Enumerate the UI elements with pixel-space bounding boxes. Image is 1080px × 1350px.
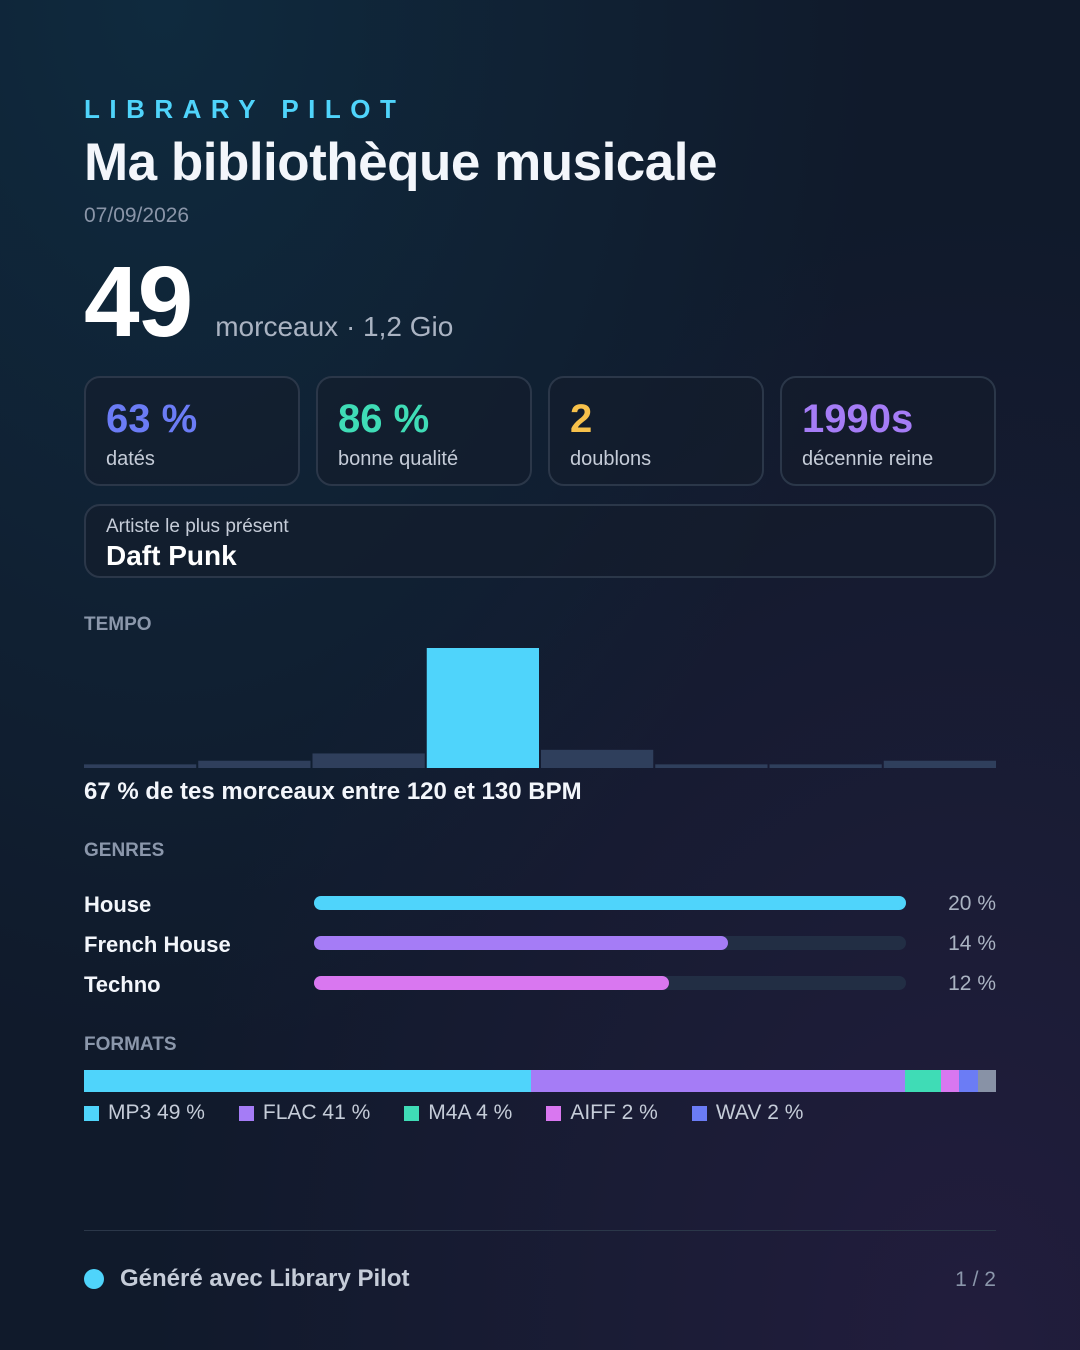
stats-row: 63 % datés 86 % bonne qualité 2 doublons… (84, 376, 996, 486)
brand-label: LIBRARY PILOT (84, 94, 406, 124)
genre-bar-track (314, 976, 906, 990)
stat-value: 86 % (338, 397, 430, 441)
legend-label: FLAC 41 % (262, 1101, 371, 1124)
footer-credit: Généré avec Library Pilot (120, 1265, 410, 1292)
tempo-bar-6 (769, 764, 882, 768)
genre-bar-fill (314, 896, 906, 910)
genre-bar-fill (314, 936, 729, 950)
top-artist-label: Artiste le plus présent (106, 516, 289, 537)
formats-stacked-bar (84, 1070, 996, 1092)
report-date: 07/09/2026 (84, 204, 190, 227)
genre-row-house: House 20 % (84, 892, 996, 922)
format-segment-4 (959, 1070, 978, 1092)
genres-section-label: GENRES (84, 840, 165, 861)
format-segment-0 (84, 1070, 531, 1092)
top-artist-card: Artiste le plus présent Daft Punk (84, 504, 996, 578)
tempo-section-label: TEMPO (84, 614, 152, 635)
formats-legend: MP3 49 % FLAC 41 % M4A 4 % AIFF 2 % WAV … (84, 1101, 837, 1125)
format-segment-2 (904, 1070, 942, 1092)
page-indicator: 1 / 2 (955, 1268, 996, 1291)
legend-swatch (546, 1105, 562, 1121)
tempo-bar-5 (655, 764, 768, 768)
genre-bar-track (314, 936, 906, 950)
stat-value: 63 % (106, 397, 198, 441)
tempo-histogram (84, 648, 996, 768)
tempo-bar-0 (84, 764, 197, 768)
stat-value: 1990s (802, 397, 914, 441)
stat-label: bonne qualité (338, 448, 459, 470)
page-title: Ma bibliothèque musicale (84, 133, 717, 192)
genre-percent: 14 % (948, 932, 996, 955)
legend-label: M4A 4 % (428, 1101, 513, 1124)
story-card: LIBRARY PILOT Ma bibliothèque musicale 0… (84, 0, 996, 1350)
tempo-caption: 67 % de tes morceaux entre 120 et 130 BP… (84, 778, 582, 805)
tempo-bar-2 (312, 753, 425, 768)
footer-divider (84, 1230, 996, 1231)
tempo-bar-3 (426, 648, 539, 768)
format-segment-1 (530, 1070, 905, 1092)
legend-item-wav: WAV 2 % (691, 1101, 804, 1125)
formats-section-label: FORMATS (84, 1034, 177, 1055)
legend-item-flac: FLAC 41 % (238, 1101, 371, 1125)
genre-bar-fill (314, 976, 670, 990)
genre-name: Techno (84, 972, 161, 997)
legend-swatch (84, 1105, 99, 1121)
format-segment-other (977, 1070, 996, 1092)
legend-label: WAV 2 % (715, 1101, 804, 1124)
library-size: morceaux · 1,2 Gio (215, 311, 454, 342)
stat-label: datés (106, 448, 155, 470)
brand-dot-icon (84, 1269, 104, 1289)
stat-card-decade: 1990s décennie reine (780, 376, 996, 486)
genre-percent: 20 % (948, 892, 996, 915)
tempo-bar-4 (541, 749, 654, 768)
stat-value: 2 (570, 397, 593, 441)
legend-swatch (404, 1105, 420, 1121)
top-artist-name: Daft Punk (106, 540, 237, 571)
genre-name: House (84, 892, 152, 917)
stat-label: décennie reine (802, 448, 934, 470)
stat-card-dated: 63 % datés (84, 376, 300, 486)
stat-card-duplicates: 2 doublons (548, 376, 764, 486)
tempo-bar-1 (198, 760, 311, 768)
legend-item-aiff: AIFF 2 % (546, 1101, 658, 1125)
genre-bar-track (314, 896, 906, 910)
format-segment-3 (941, 1070, 960, 1092)
tempo-bar-7 (883, 760, 996, 768)
legend-item-m4a: M4A 4 % (404, 1101, 512, 1125)
genre-row-techno: Techno 12 % (84, 972, 996, 1002)
genre-row-french-house: French House 14 % (84, 932, 996, 962)
legend-swatch (238, 1105, 254, 1121)
legend-item-mp3: MP3 49 % (84, 1101, 205, 1125)
stat-label: doublons (570, 448, 652, 470)
track-count: 49 (84, 246, 193, 358)
stat-card-quality: 86 % bonne qualité (316, 376, 532, 486)
genre-name: French House (84, 932, 231, 957)
legend-label: MP3 49 % (108, 1101, 205, 1124)
legend-label: AIFF 2 % (570, 1101, 658, 1124)
legend-swatch (691, 1105, 707, 1121)
genre-percent: 12 % (948, 972, 996, 995)
hero-summary: 49 morceaux · 1,2 Gio (84, 252, 453, 352)
